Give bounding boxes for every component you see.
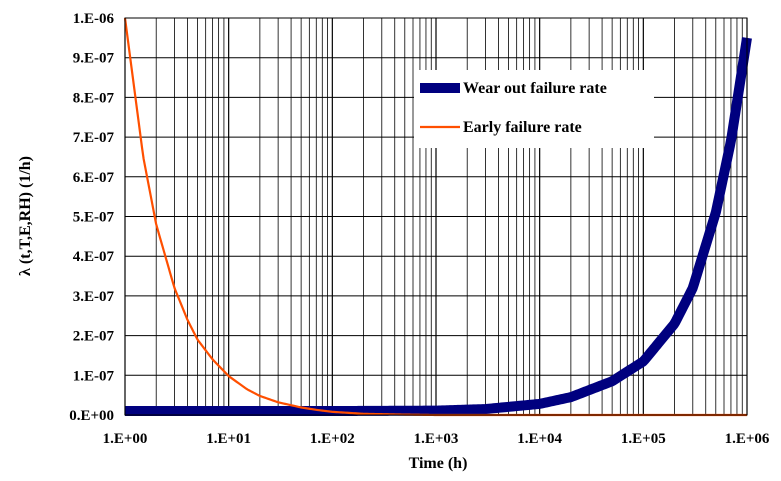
legend: Wear out failure rate Early failure rate — [414, 70, 654, 148]
y-tick-label: 2.E-07 — [73, 329, 115, 345]
x-tick-label: 1.E+02 — [310, 431, 355, 447]
plot-frame — [124, 17, 748, 416]
legend-label-early: Early failure rate — [463, 119, 582, 136]
y-tick-labels: 0.E+00 1.E-07 2.E-07 3.E-07 4.E-07 5.E-07 6.E-… — [69, 11, 114, 424]
y-tick-label: 9.E-07 — [73, 51, 115, 67]
y-tick-label: 0.E+00 — [69, 408, 114, 424]
x-tick-label: 1.E+06 — [725, 431, 770, 447]
x-tick-label: 1.E+00 — [103, 431, 148, 447]
x-tick-label: 1.E+03 — [414, 431, 459, 447]
y-tick-label: 1.E-06 — [73, 11, 115, 27]
x-axis-title: Time (h) — [409, 455, 468, 472]
y-tick-label: 3.E-07 — [73, 289, 115, 305]
y-axis-title: λ (t,T,E,RH) (1/h) — [17, 156, 34, 276]
y-tick-label: 8.E-07 — [73, 90, 115, 106]
x-tick-labels: 1.E+00 1.E+01 1.E+02 1.E+03 1.E+04 1.E+05 1.E+… — [103, 431, 770, 447]
y-tick-label: 4.E-07 — [73, 249, 115, 265]
x-tick-label: 1.E+01 — [206, 431, 251, 447]
y-tick-label: 1.E-07 — [73, 368, 115, 384]
y-tick-label: 5.E-07 — [73, 210, 115, 226]
legend-label-wear-out: Wear out failure rate — [463, 80, 607, 97]
x-tick-label: 1.E+04 — [517, 431, 562, 447]
x-tick-label: 1.E+05 — [621, 431, 666, 447]
series-line-wear-out — [121, 37, 752, 417]
y-tick-label: 7.E-07 — [73, 130, 115, 146]
y-tick-label: 6.E-07 — [73, 170, 115, 186]
